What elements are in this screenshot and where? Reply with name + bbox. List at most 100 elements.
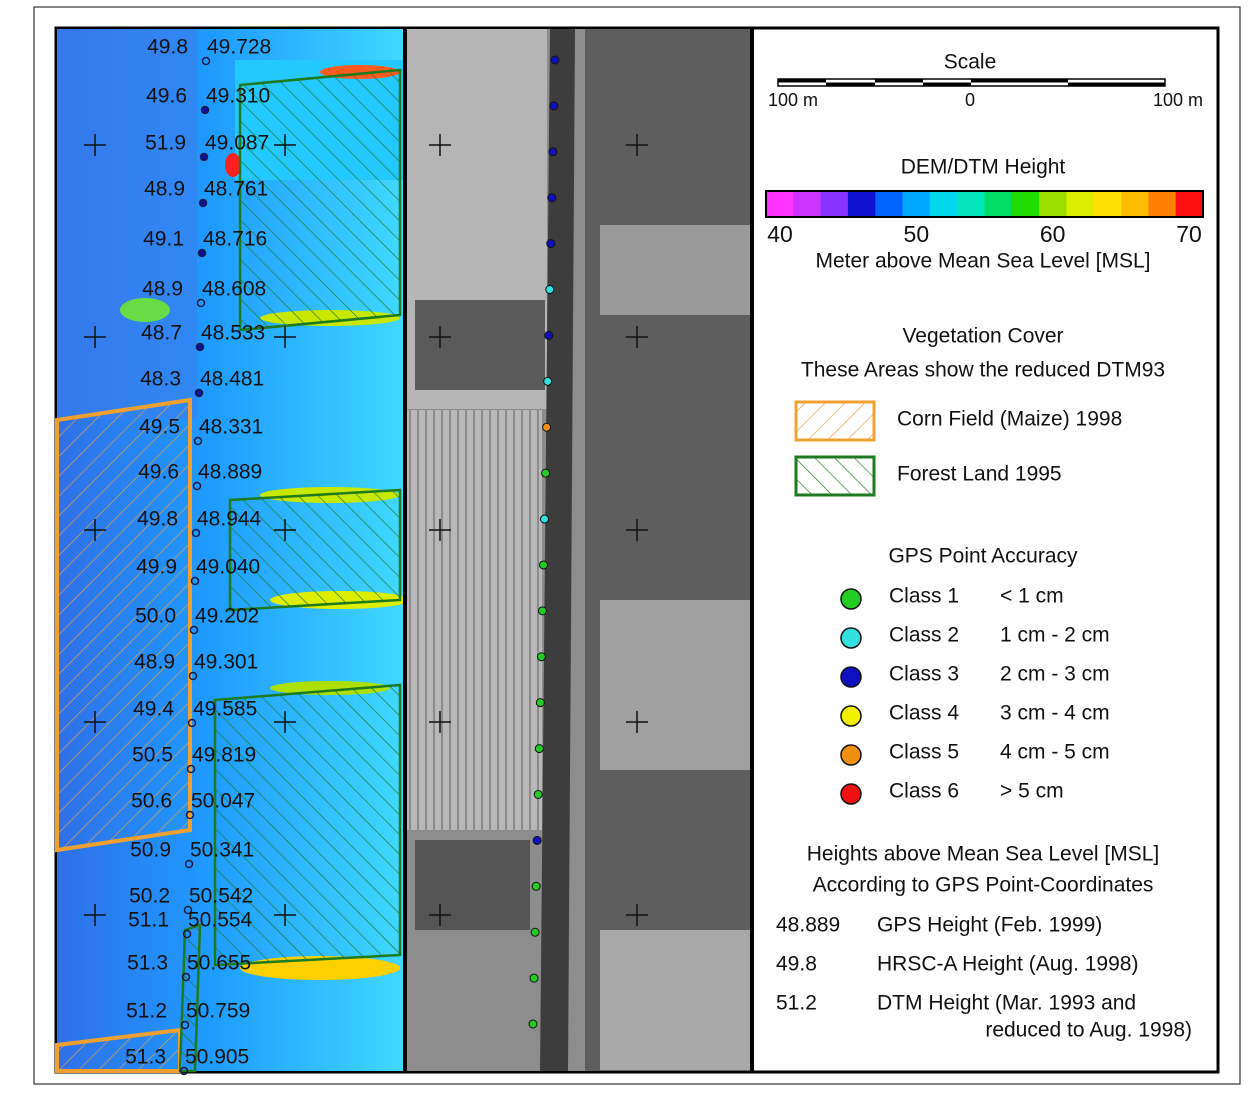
dtm-height: 50.9 — [130, 839, 171, 862]
gps-class-marker — [840, 705, 862, 727]
dtm-height: 51.1 — [128, 909, 169, 932]
gps-location — [189, 625, 199, 635]
grid-cross — [429, 519, 451, 541]
forest — [238, 68, 402, 332]
dtm-height: 51.3 — [127, 952, 168, 975]
gps-height: 50.542 — [189, 885, 253, 908]
gps-location — [193, 436, 203, 446]
grid-cross — [84, 326, 106, 348]
gps-location — [182, 929, 192, 939]
gps-height: 48.331 — [199, 416, 263, 439]
gps-location — [201, 56, 211, 66]
colorbar-cell — [1148, 191, 1177, 217]
hrsc-height: 49.6 — [146, 85, 187, 108]
gps-height: 48.889 — [198, 461, 262, 484]
gps-location — [197, 248, 207, 258]
gps-point — [534, 744, 544, 754]
hrsc-height: 49.8 — [147, 36, 188, 59]
gps-height: 48.608 — [202, 278, 266, 301]
colorbar-tick-label: 40 — [767, 221, 793, 247]
gps-class-name: Class 3 — [889, 663, 959, 686]
grid-cross — [626, 904, 648, 926]
gps-point — [542, 422, 552, 432]
gps-location — [187, 718, 197, 728]
gps-height: 49.087 — [205, 132, 269, 155]
gps-point — [538, 560, 548, 570]
outer-frame — [33, 6, 1241, 1085]
gps-height: 48.481 — [200, 368, 264, 391]
gps-title: GPS Point Accuracy — [888, 545, 1078, 568]
hrsc-height: 48.3 — [140, 368, 181, 391]
gps-class-range: 2 cm - 3 cm — [1000, 663, 1110, 686]
aerial-trees — [585, 29, 750, 1071]
scale-segment — [1068, 82, 1165, 86]
gps-class-name: Class 1 — [889, 585, 959, 608]
grid-cross — [274, 134, 296, 156]
gps-class-name: Class 5 — [889, 741, 959, 764]
gps-point — [532, 835, 542, 845]
grid-cross — [626, 326, 648, 348]
height-description: DTM Height (Mar. 1993 and — [877, 992, 1136, 1015]
dtm-height: 51.2 — [126, 1000, 167, 1023]
height-description: reduced to Aug. 1998) — [985, 1019, 1192, 1042]
grid-crosses — [84, 134, 648, 926]
colorbar-cell — [1011, 191, 1040, 217]
gps-point — [550, 55, 560, 65]
dtm-height: 49.5 — [139, 416, 180, 439]
gps-location — [180, 1020, 190, 1030]
gps-point — [546, 239, 556, 249]
colorbar-cell — [1121, 191, 1149, 217]
gps-point — [545, 285, 555, 295]
hrsc-height: 48.9 — [144, 178, 185, 201]
height-example: 48.889 — [776, 914, 840, 937]
gps-class-marker — [840, 783, 862, 805]
scale-segment — [875, 79, 923, 83]
gps-class-range: 4 cm - 5 cm — [1000, 741, 1110, 764]
gps-height: 49.202 — [195, 605, 259, 628]
gps-point — [528, 1019, 538, 1029]
gps-class-marker — [840, 744, 862, 766]
dem-low-area — [57, 29, 197, 419]
colorbar-cell — [875, 191, 904, 217]
gps-height: 49.310 — [206, 85, 270, 108]
gps-point — [530, 927, 540, 937]
forest — [213, 683, 402, 967]
gps-height: 48.761 — [204, 178, 268, 201]
colorbar-cell — [957, 191, 985, 217]
colorbar-cell — [1175, 191, 1204, 217]
scale-segment — [971, 79, 1068, 83]
gps-height: 49.040 — [196, 556, 260, 579]
grid-cross — [84, 711, 106, 733]
dem-title: DEM/DTM Height — [901, 156, 1066, 179]
gps-class-name: Class 4 — [889, 702, 959, 725]
vegetation-swatch — [794, 400, 876, 442]
gps-class-range: < 1 cm — [1000, 585, 1064, 608]
dtm-height: 48.9 — [134, 651, 175, 674]
grid-cross — [429, 711, 451, 733]
aerial-houses — [415, 840, 530, 930]
gps-class-range: > 5 cm — [1000, 780, 1064, 803]
gps-location — [183, 905, 193, 915]
colorbar-cell — [793, 191, 822, 217]
gps-class-marker — [840, 666, 862, 688]
dtm-height: 50.6 — [131, 790, 172, 813]
colorbar-cell — [1093, 191, 1122, 217]
gps-location — [196, 298, 206, 308]
scale-segment — [923, 82, 971, 86]
colorbar-tick-label: 50 — [904, 221, 930, 247]
colorbar-cell — [1066, 191, 1095, 217]
grid-cross — [84, 519, 106, 541]
dtm-height: 49.9 — [136, 556, 177, 579]
grid-cross — [274, 326, 296, 348]
colorbar-cell — [1039, 191, 1067, 217]
height-description: GPS Height (Feb. 1999) — [877, 914, 1102, 937]
colorbar-cell — [766, 191, 794, 217]
grid-cross — [274, 904, 296, 926]
forest — [228, 488, 402, 612]
height-example: 49.8 — [776, 953, 817, 976]
dem-panel — [55, 29, 410, 1073]
hrsc-height: 48.7 — [141, 322, 182, 345]
gps-point — [541, 468, 551, 478]
gps-height: 48.944 — [197, 508, 262, 531]
colorbar-cell — [902, 191, 931, 217]
